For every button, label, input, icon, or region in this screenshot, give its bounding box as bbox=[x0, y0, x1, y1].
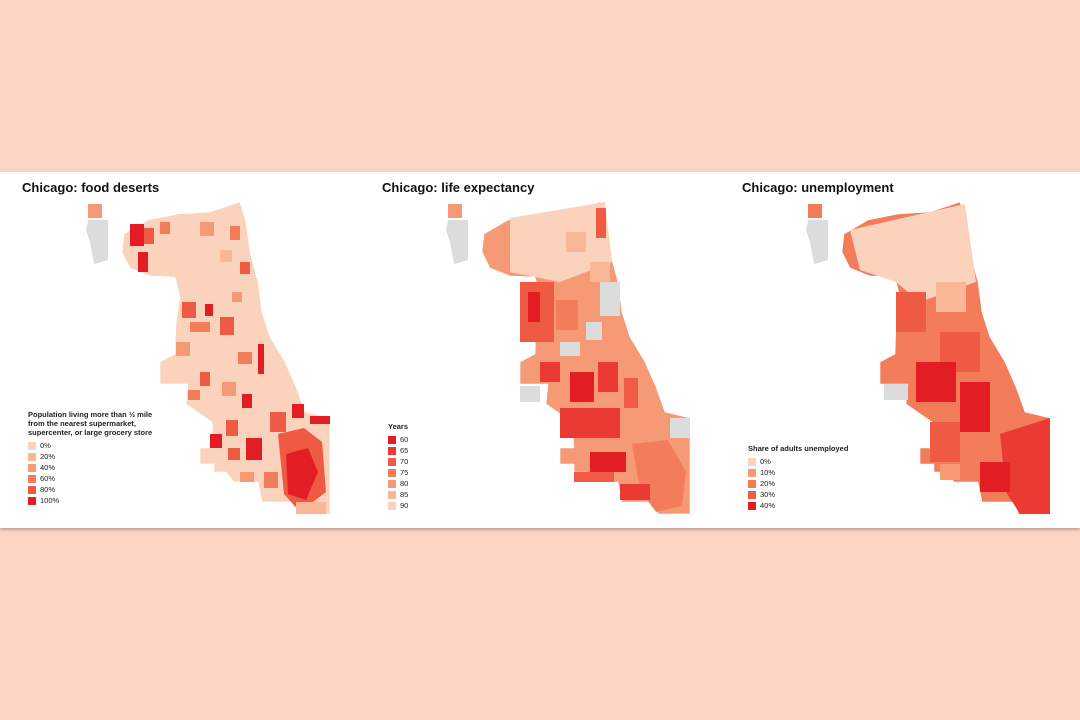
legend-swatch bbox=[748, 457, 756, 466]
legend-swatch bbox=[28, 474, 36, 483]
legend-swatch bbox=[28, 452, 36, 461]
legend-label: 30% bbox=[760, 490, 776, 499]
legend-label: 80 bbox=[400, 479, 409, 488]
legend-swatch bbox=[388, 490, 396, 499]
legend-swatch bbox=[28, 496, 36, 505]
legend-label: 70 bbox=[400, 457, 409, 466]
legend-item: 60 bbox=[388, 434, 408, 445]
legend-item: 20% bbox=[28, 451, 152, 462]
legend-label: 75 bbox=[400, 468, 409, 477]
legend-item: 70 bbox=[388, 456, 408, 467]
legend-swatch bbox=[748, 479, 756, 488]
food-deserts-panel: Chicago: food deserts Population living … bbox=[0, 172, 360, 528]
legend-swatch bbox=[388, 457, 396, 466]
legend-label: 20% bbox=[40, 452, 56, 461]
legend-item: 20% bbox=[748, 478, 848, 489]
legend-label: 60% bbox=[40, 474, 56, 483]
legend-item: 80 bbox=[388, 478, 408, 489]
tract-fills bbox=[510, 202, 690, 512]
legend-label: 80% bbox=[40, 485, 56, 494]
food-deserts-map bbox=[86, 201, 331, 515]
legend-item: 40% bbox=[28, 462, 152, 473]
legend-swatch bbox=[388, 479, 396, 488]
legend-item: 0% bbox=[748, 456, 848, 467]
unemployment-map bbox=[806, 201, 1051, 515]
legend-item: 100% bbox=[28, 495, 152, 506]
legend-label: 100% bbox=[40, 496, 60, 505]
legend-swatch bbox=[388, 468, 396, 477]
tract-fills bbox=[850, 204, 1050, 514]
legend-label: 0% bbox=[40, 441, 51, 450]
chicago-city-shape bbox=[121, 201, 331, 515]
legend-title: Share of adults unemployed bbox=[748, 444, 849, 453]
legend-swatch bbox=[388, 435, 396, 444]
legend-swatch bbox=[748, 468, 756, 477]
legend-label: 60 bbox=[400, 435, 409, 444]
legend-label: 85 bbox=[400, 490, 409, 499]
legend-item: 40% bbox=[748, 500, 848, 511]
panel-title: Chicago: life expectancy bbox=[382, 180, 535, 195]
legend-label: 0% bbox=[760, 457, 771, 466]
life-expectancy-panel: Chicago: life expectancy Years 60 65 70 … bbox=[360, 172, 720, 528]
ohare-enclave bbox=[446, 204, 468, 264]
legend-label: 20% bbox=[760, 479, 776, 488]
ohare-enclave bbox=[806, 204, 828, 264]
ohare-enclave bbox=[86, 204, 108, 264]
legend-item: 65 bbox=[388, 445, 408, 456]
legend-title-line: from the nearest supermarket, bbox=[28, 419, 136, 428]
legend-swatch bbox=[388, 446, 396, 455]
legend-title-line: supercenter, or large grocery store bbox=[28, 428, 153, 437]
legend-item: 30% bbox=[748, 489, 848, 500]
legend-item: 0% bbox=[28, 440, 152, 451]
legend-item: 75 bbox=[388, 467, 408, 478]
legend-label: 40% bbox=[760, 501, 776, 510]
legend-label: 40% bbox=[40, 463, 56, 472]
panel-title: Chicago: unemployment bbox=[742, 180, 894, 195]
legend-label: 90 bbox=[400, 501, 409, 510]
legend-title: Years bbox=[388, 422, 409, 431]
legend-item: 60% bbox=[28, 473, 152, 484]
legend-swatch bbox=[28, 485, 36, 494]
tract-fills bbox=[130, 222, 330, 514]
legend-label: 65 bbox=[400, 446, 409, 455]
legend-swatch bbox=[28, 463, 36, 472]
life-expectancy-map bbox=[446, 201, 691, 515]
legend-item: 10% bbox=[748, 467, 848, 478]
legend-title-line: Population living more than ½ mile bbox=[28, 410, 153, 419]
legend-label: 10% bbox=[760, 468, 776, 477]
legend: Population living more than ½ mile from … bbox=[28, 410, 152, 506]
legend-swatch bbox=[748, 501, 756, 510]
panel-title: Chicago: food deserts bbox=[22, 180, 160, 195]
unemployment-panel: Chicago: unemployment Share of adults un… bbox=[720, 172, 1080, 528]
chicago-outline bbox=[121, 201, 331, 515]
legend-item: 80% bbox=[28, 484, 152, 495]
maps-band: Chicago: food deserts Population living … bbox=[0, 172, 1080, 528]
legend-item: 85 bbox=[388, 489, 408, 500]
legend-swatch bbox=[388, 501, 396, 510]
legend: Share of adults unemployed 0% 10% 20% 30… bbox=[748, 444, 848, 511]
legend-item: 90 bbox=[388, 500, 408, 511]
legend-swatch bbox=[28, 441, 36, 450]
legend-title: Population living more than ½ mile from … bbox=[28, 410, 152, 437]
legend: Years 60 65 70 75 80 85 90 bbox=[388, 422, 408, 511]
legend-swatch bbox=[748, 490, 756, 499]
